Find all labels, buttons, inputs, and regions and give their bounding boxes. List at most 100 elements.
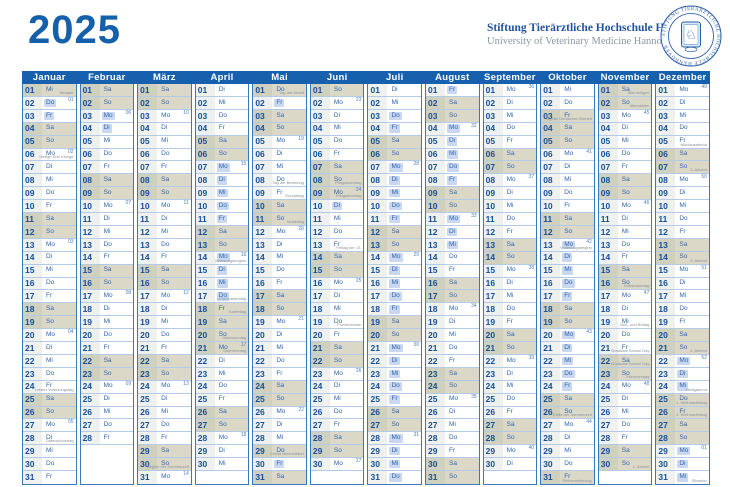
day-annotation: 3. Advent — [690, 257, 707, 263]
day-number: 23 — [25, 368, 35, 379]
day-cell: 16 So Volkstrauertag — [598, 277, 652, 291]
day-cell: 13 So — [195, 238, 249, 252]
day-number: 11 — [370, 213, 380, 224]
day-number-strip: 28 — [80, 432, 100, 445]
day-cell: 17 Sa — [253, 290, 306, 304]
day-cell: 06 Sa — [483, 148, 537, 162]
calendar-week-number: 01 — [68, 96, 74, 103]
day-cell: 07 Mo 15 — [195, 161, 249, 175]
day-number-strip: 09 — [483, 187, 503, 200]
day-number-strip: 18 — [368, 303, 388, 316]
day-number: 05 — [197, 136, 208, 147]
day-cell: 03 Fr Tag der Deutschen Einheit — [541, 109, 594, 123]
weekday-label: Mo — [161, 382, 171, 390]
weekday-label: Sa — [218, 227, 227, 235]
weekday-label: Sa — [218, 137, 227, 145]
day-cell: 01 Mi — [541, 84, 594, 97]
weekday-label: Sa — [506, 421, 515, 429]
calendar-week-number: 33 — [471, 213, 477, 220]
day-number-strip: 27 — [195, 419, 215, 432]
day-number: 21 — [255, 342, 265, 353]
day-cell: 02 Mo 23 — [310, 96, 364, 110]
day-cell: 06 Do — [80, 148, 134, 162]
day-number: 09 — [658, 187, 668, 198]
day-number-strip: 29 — [541, 445, 561, 458]
weekday-label: Di — [101, 124, 112, 133]
day-number: 03 — [658, 110, 668, 121]
weekday-label: Mi — [389, 369, 401, 379]
day-number: 20 — [543, 329, 553, 340]
day-number: 26 — [25, 407, 35, 418]
day-cell: 15 Di — [195, 264, 249, 278]
day-cell: 30 Di — [656, 458, 709, 472]
day-number-strip: 22 — [426, 354, 446, 367]
day-number: 22 — [197, 355, 208, 366]
calendar-week-number: 28 — [413, 161, 420, 168]
weekday-label: Do — [389, 382, 402, 391]
weekday-label: Di — [331, 201, 343, 211]
day-cell: 11 Mo 33 — [426, 213, 479, 226]
day-annotation: Volkstrauertag — [623, 283, 650, 289]
day-number: 08 — [25, 175, 35, 186]
day-number: 14 — [658, 252, 668, 263]
weekday-label: So — [621, 459, 630, 467]
day-number-strip: 08 — [426, 174, 446, 187]
day-number: 22 — [312, 355, 323, 366]
weekday-label: Fr — [449, 446, 456, 454]
day-number-strip: 06 — [80, 148, 100, 161]
day-cell: 20 Di — [253, 329, 306, 343]
day-number-strip: 12 — [541, 225, 561, 238]
day-number: 13 — [140, 239, 150, 250]
day-cell: 16 Do — [541, 277, 594, 291]
weekday-label: Mi — [216, 188, 228, 198]
day-cell: 15 So — [310, 264, 364, 278]
day-number-strip: 09 — [656, 187, 676, 200]
weekday-label: So — [333, 446, 342, 454]
weekday-label: Mi — [333, 124, 341, 132]
day-number-strip: 01 — [541, 84, 561, 96]
day-number-strip: 16 — [656, 277, 676, 290]
day-number: 11 — [255, 213, 265, 224]
weekday-label: Sa — [621, 356, 630, 364]
day-cell: 24 Mi — [483, 380, 537, 394]
day-cell: 29 Mi — [541, 445, 594, 459]
day-cell: 02 So — [80, 96, 134, 110]
day-number-strip: 02 — [253, 96, 273, 109]
day-number: 14 — [25, 252, 35, 263]
day-cell: 12 Mi — [80, 225, 134, 239]
day-number: 14 — [543, 252, 553, 263]
day-number-strip: 14 — [80, 251, 100, 264]
day-annotation: Allerseelen — [629, 102, 650, 108]
day-number: 10 — [658, 200, 668, 211]
day-number-strip: 03 — [426, 109, 446, 122]
weekday-label: Di — [621, 214, 628, 222]
day-number: 06 — [428, 149, 438, 160]
weekday-label: Sa — [333, 434, 342, 442]
day-number: 19 — [82, 316, 93, 327]
day-number: 15 — [25, 265, 35, 276]
weekday-label: So — [391, 330, 400, 338]
day-annotation: Christi Himmelfahrt — [269, 451, 304, 457]
day-number: 02 — [370, 97, 380, 108]
weekday-label: Sa — [391, 317, 400, 325]
day-number-strip: 18 — [426, 303, 446, 316]
month-days: 01 Sa 02 So 03 Mo 06 04 Di 05 Mi 06 Do 07 Fr 08 Sa 09 So 10… — [79, 84, 135, 485]
day-cell: 31 Fr — [23, 471, 76, 484]
day-cell: 19 Sa — [368, 316, 422, 330]
weekday-label: Di — [506, 279, 513, 287]
day-number-strip: 29 — [138, 445, 158, 458]
weekday-label: Mo — [276, 317, 286, 325]
day-cell: 06 Di — [253, 148, 306, 162]
weekday-label: Mo — [161, 292, 171, 300]
day-cell: 20 Fr — [310, 329, 364, 343]
weekday-label: Sa — [103, 266, 112, 274]
day-number-strip: 01 — [656, 84, 676, 96]
day-number-strip: 06 — [541, 148, 561, 161]
day-cell: 09 Di — [483, 187, 537, 201]
day-cell: 24 So — [426, 380, 479, 394]
weekday-label: Mo — [276, 137, 286, 145]
day-number-strip: 27 — [310, 419, 330, 432]
day-number-strip: 08 — [80, 174, 100, 187]
day-number-strip: 17 — [23, 290, 42, 303]
day-cell: 28 Do — [426, 432, 479, 446]
